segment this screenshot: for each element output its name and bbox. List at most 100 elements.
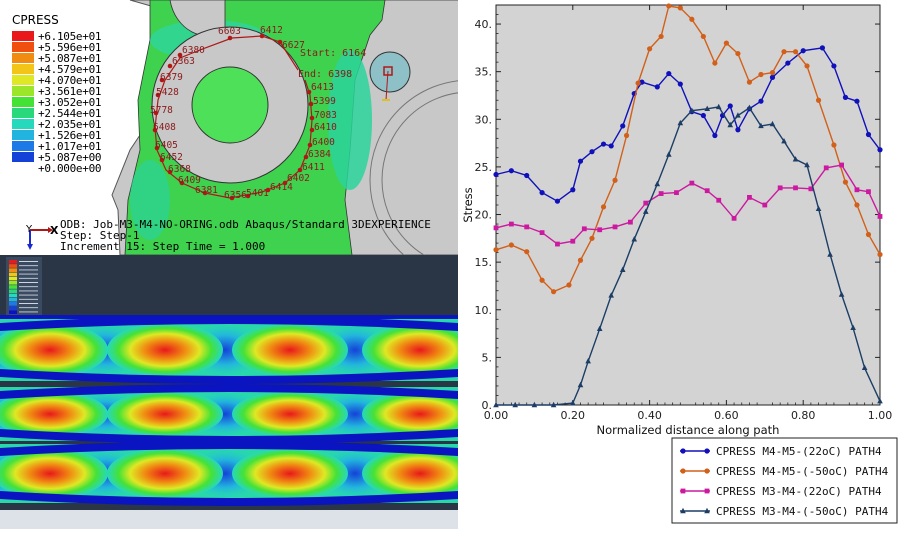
x-tick-label: 0.20 — [561, 409, 586, 422]
legend-entry: CPRESS M4-M5-(22oC) PATH4 — [716, 445, 882, 458]
contour-edge — [0, 369, 458, 384]
y-tick-label: 20. — [475, 209, 493, 222]
path-node-label: 6413 — [311, 82, 334, 93]
contour-hot-spot — [232, 448, 348, 499]
mini-legend-swatch — [9, 293, 17, 298]
data-point — [689, 16, 695, 22]
data-point — [854, 98, 860, 104]
data-point — [839, 162, 844, 168]
data-point — [815, 97, 822, 103]
legend-value: +4.579e+01 — [38, 62, 102, 76]
legend-value: +2.544e+01 — [38, 106, 102, 120]
data-point — [566, 282, 572, 288]
data-point — [608, 143, 614, 149]
legend-swatch — [12, 31, 34, 41]
legend-value: +1.526e+01 — [38, 128, 102, 142]
contour-hot-spot — [362, 391, 458, 437]
path-node-label: 5778 — [150, 105, 173, 116]
mini-legend-swatch — [9, 297, 17, 302]
data-point — [600, 204, 607, 210]
path-node-label: 6414 — [270, 182, 293, 193]
legend-title: CPRESS — [12, 13, 59, 27]
path-node-label: 6400 — [312, 137, 335, 148]
legend-value: +6.105e+01 — [38, 29, 102, 43]
contour-teal-patch — [130, 160, 170, 240]
inner-green-disc — [191, 66, 269, 144]
mini-legend-swatch — [9, 302, 17, 306]
data-point — [793, 185, 798, 191]
y-axis-label: Stress — [461, 187, 475, 222]
path-node-marker — [179, 180, 185, 186]
abaqus-viewport[interactable]: 6603 6412 6627 6380 6363 6379 5428 5778 6408 6405… — [0, 0, 458, 255]
legend-value: +5.087e+01 — [38, 51, 102, 65]
data-point — [493, 171, 499, 178]
data-point — [493, 225, 499, 231]
contour-edge — [0, 315, 458, 319]
data-point — [877, 147, 883, 153]
contour-strip — [0, 257, 458, 529]
x-tick-label: 0.80 — [791, 409, 816, 422]
legend-swatch — [12, 152, 34, 162]
data-point — [531, 401, 538, 408]
legend-swatch — [12, 119, 34, 129]
data-point — [735, 50, 741, 57]
legend-value: +5.596e+01 — [38, 40, 102, 54]
y-tick-label: 30. — [475, 113, 493, 126]
contour-edge — [0, 429, 458, 444]
data-point — [631, 236, 638, 242]
legend-marker — [680, 488, 686, 494]
data-point — [838, 291, 845, 297]
path-node-marker — [167, 63, 173, 69]
legend-swatch — [12, 130, 34, 140]
data-point — [654, 180, 661, 187]
data-point — [596, 325, 603, 332]
contour-strip-view[interactable] — [0, 255, 458, 529]
data-point — [585, 357, 591, 364]
legend-row: +1.526e+01 — [12, 128, 102, 142]
mini-legend — [9, 260, 38, 314]
legend-row: +3.052e+01 — [12, 96, 102, 109]
y-tick-label: 5. — [482, 351, 493, 364]
mini-legend-swatch — [9, 260, 17, 264]
data-point — [827, 251, 833, 257]
data-point — [758, 71, 764, 78]
data-point — [677, 119, 684, 126]
contour-hot-spot — [232, 323, 348, 377]
outer-arc — [369, 80, 458, 255]
data-point — [715, 103, 722, 110]
data-point — [769, 120, 776, 127]
data-point — [666, 151, 672, 157]
data-point — [792, 156, 799, 162]
path-node-marker — [154, 145, 160, 151]
mini-legend-swatch — [9, 289, 17, 293]
data-point — [842, 179, 849, 185]
path-node-marker — [308, 101, 314, 107]
data-point — [792, 49, 799, 55]
x-tick-label: 0.00 — [484, 409, 509, 422]
triad-icon — [27, 227, 53, 250]
data-point — [735, 112, 741, 118]
y-tick-label: 40. — [475, 18, 493, 31]
path-node-marker — [309, 115, 315, 121]
data-point — [524, 249, 530, 255]
data-point — [539, 190, 545, 196]
data-point — [493, 247, 499, 253]
data-point — [769, 74, 776, 80]
data-point — [819, 45, 825, 51]
data-point — [524, 172, 530, 179]
data-point — [758, 98, 764, 104]
legend-entry: CPRESS M3-M4-(22oC) PATH4 — [716, 485, 882, 498]
data-point — [700, 33, 706, 40]
data-point — [704, 105, 710, 112]
legend-row: +5.596e+01 — [12, 40, 102, 54]
series-group — [493, 103, 883, 408]
legend-swatch — [12, 53, 34, 63]
data-point — [600, 141, 607, 147]
contour-hot-spot — [107, 323, 223, 377]
data-point — [731, 215, 737, 221]
data-point — [577, 257, 584, 263]
data-point — [866, 189, 871, 195]
data-point — [735, 127, 741, 133]
y-tick-label: 35. — [475, 66, 493, 79]
data-point — [612, 224, 618, 230]
